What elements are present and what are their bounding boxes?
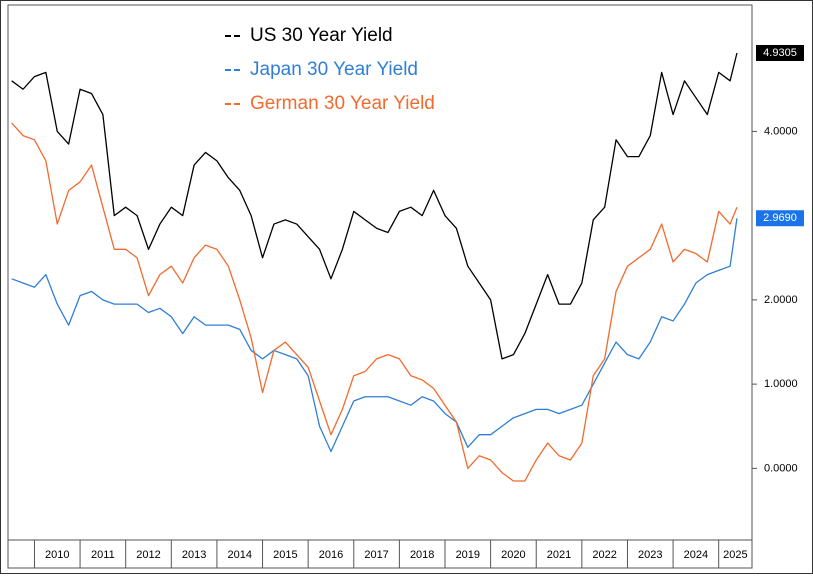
- x-tick-label: 2024: [684, 549, 708, 561]
- x-tick-label: 2016: [319, 549, 343, 561]
- x-tick-label: 2015: [273, 549, 297, 561]
- x-tick-label: 2018: [410, 549, 434, 561]
- x-tick-label: 2010: [45, 549, 69, 561]
- y-tick-label: 2.0000: [764, 294, 798, 306]
- x-tick-label: 2017: [364, 549, 388, 561]
- x-axis-band: [7, 539, 753, 569]
- y-tick-label: 1.0000: [764, 378, 798, 390]
- last-value-label: 2.9690: [763, 212, 797, 224]
- x-tick-label: 2023: [638, 549, 662, 561]
- x-tick-label: 2022: [592, 549, 616, 561]
- last-value-tag: [756, 44, 804, 61]
- x-tick-label: 2014: [227, 549, 251, 561]
- x-tick-label: 2025: [723, 549, 747, 561]
- series-line: [11, 52, 738, 360]
- legend-label: German 30 Year Yield: [250, 93, 435, 114]
- x-tick-label: 2013: [182, 549, 206, 561]
- series-line: [11, 122, 738, 482]
- last-value-tag: [756, 210, 804, 227]
- last-value-label: 4.9305: [763, 47, 797, 59]
- x-tick-label: 2021: [547, 549, 571, 561]
- series-line: [11, 218, 738, 453]
- y-tick-label: 4.0000: [764, 125, 798, 137]
- x-tick-label: 2020: [501, 549, 525, 561]
- x-tick-label: 2011: [91, 549, 115, 561]
- legend-label: US 30 Year Yield: [250, 25, 393, 46]
- x-tick-label: 2012: [136, 549, 160, 561]
- legend-label: Japan 30 Year Yield: [250, 59, 418, 80]
- x-tick-label: 2019: [456, 549, 480, 561]
- y-tick-label: 0.0000: [764, 462, 798, 474]
